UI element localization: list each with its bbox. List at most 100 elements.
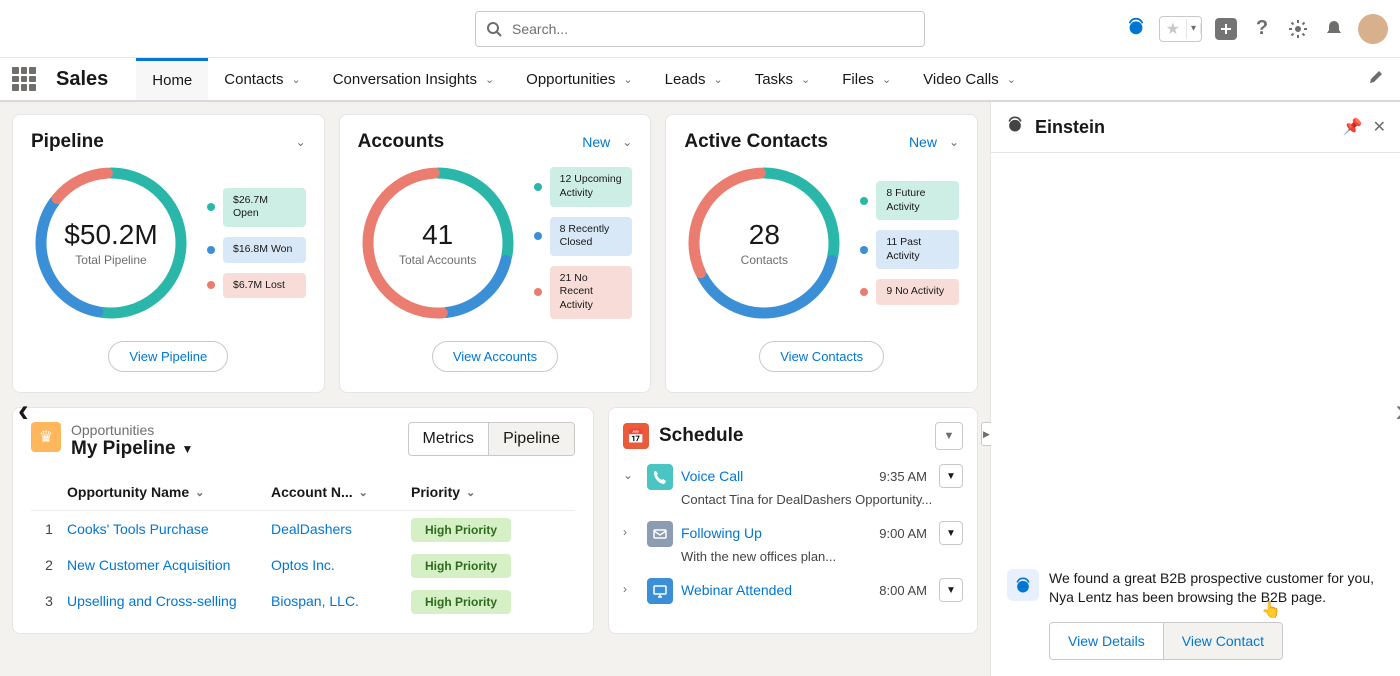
tab-home[interactable]: Home: [136, 58, 208, 100]
chevron-down-icon[interactable]: ⌄: [296, 135, 306, 149]
opp-name-link[interactable]: New Customer Acquisition: [67, 557, 271, 573]
header-actions: ★▾ ?: [1125, 14, 1388, 44]
priority-badge: High Priority: [411, 590, 511, 614]
main-content: Pipeline⌄$50.2MTotal Pipeline$26.7M Open…: [0, 102, 990, 676]
edit-nav-icon[interactable]: [1364, 65, 1388, 94]
col-account[interactable]: Account N...: [271, 484, 353, 500]
accounts-card: Accounts New ⌄ 41Total Accounts 12 Upcoming …: [339, 114, 652, 393]
opportunities-panel: ♛ Opportunities My Pipeline▼ Metrics Pip…: [12, 407, 594, 634]
sched-item-link[interactable]: Following Up: [681, 525, 762, 541]
opportunities-icon: ♛: [31, 422, 61, 452]
nav-bar: Sales HomeContacts⌄Conversation Insights…: [0, 58, 1400, 102]
notifications-icon[interactable]: [1322, 17, 1346, 41]
toggle-pipeline[interactable]: Pipeline: [488, 422, 574, 456]
global-header: Search... ★▾ ?: [0, 0, 1400, 58]
panel-collapse-icon[interactable]: ▶: [981, 422, 991, 446]
contacts-view-button[interactable]: View Contacts: [759, 341, 884, 372]
opp-subtitle: Opportunities: [71, 422, 408, 438]
tab-conversation-insights[interactable]: Conversation Insights⌄: [317, 58, 510, 100]
accounts-title: Accounts: [358, 131, 445, 153]
pipeline-view-button[interactable]: View Pipeline: [108, 341, 228, 372]
accounts-view-button[interactable]: View Accounts: [432, 341, 558, 372]
account-link[interactable]: DealDashers: [271, 521, 411, 537]
sched-item-menu[interactable]: ▼: [939, 521, 963, 545]
sched-desc: Contact Tina for DealDashers Opportunity…: [681, 492, 963, 507]
sched-item-link[interactable]: Voice Call: [681, 468, 743, 484]
tab-contacts[interactable]: Contacts⌄: [208, 58, 316, 100]
contacts-legend-0: 8 Future Activity: [860, 181, 959, 220]
setup-icon[interactable]: [1286, 17, 1310, 41]
webinar-icon: [647, 578, 673, 604]
opp-row: 1Cooks' Tools PurchaseDealDashersHigh Pr…: [31, 511, 575, 547]
pipeline-donut: $50.2MTotal Pipeline: [31, 163, 191, 323]
col-priority[interactable]: Priority: [411, 484, 460, 500]
search-container: Search...: [475, 11, 925, 47]
cursor-icon: 👆: [1261, 600, 1281, 620]
close-icon[interactable]: ✕: [1373, 117, 1386, 137]
opp-row: 2New Customer AcquisitionOptos Inc.High …: [31, 547, 575, 583]
schedule-menu[interactable]: ▼: [935, 422, 963, 450]
expand-icon[interactable]: ›: [623, 521, 639, 539]
expand-icon[interactable]: ›: [623, 578, 639, 596]
carousel-next[interactable]: ›: [1395, 392, 1400, 429]
schedule-item: › Following Up 9:00 AM ▼ With the new office…: [623, 521, 963, 564]
accounts-donut: 41Total Accounts: [358, 163, 518, 323]
search-input[interactable]: Search...: [475, 11, 925, 47]
schedule-item: ›Webinar Attended8:00 AM▼: [623, 578, 963, 604]
opp-row: 3Upselling and Cross-sellingBiospan, LLC…: [31, 583, 575, 619]
pipeline-title: Pipeline: [31, 131, 104, 153]
pin-icon[interactable]: 📌: [1343, 117, 1363, 137]
einstein-title: Einstein: [1035, 117, 1333, 138]
sched-desc: With the new offices plan...: [681, 549, 963, 564]
sched-time: 9:00 AM: [879, 526, 927, 541]
contacts-legend-2: 9 No Activity: [860, 279, 959, 305]
sched-item-link[interactable]: Webinar Attended: [681, 582, 792, 598]
account-link[interactable]: Biospan, LLC.: [271, 593, 411, 609]
account-link[interactable]: Optos Inc.: [271, 557, 411, 573]
pipeline-legend-1: $16.8M Won: [207, 237, 306, 263]
pipeline-legend-2: $6.7M Lost: [207, 273, 306, 299]
opp-title[interactable]: My Pipeline▼: [71, 438, 408, 460]
contacts-new-link[interactable]: New: [909, 134, 937, 150]
pipeline-card: Pipeline⌄$50.2MTotal Pipeline$26.7M Open…: [12, 114, 325, 393]
view-details-button[interactable]: View Details: [1050, 623, 1163, 659]
sched-item-menu[interactable]: ▼: [939, 578, 963, 602]
chevron-down-icon[interactable]: ⌄: [622, 135, 632, 149]
tab-video-calls[interactable]: Video Calls⌄: [907, 58, 1032, 100]
einstein-panel: ▶ Einstein 📌 ✕ › We found a great B2B pr…: [990, 102, 1400, 676]
accounts-legend-1: 8 Recently Closed: [534, 217, 633, 256]
priority-badge: High Priority: [411, 554, 511, 578]
toggle-metrics[interactable]: Metrics: [409, 422, 489, 456]
favorites-menu[interactable]: ★▾: [1159, 16, 1202, 42]
accounts-legend-0: 12 Upcoming Activity: [534, 167, 633, 206]
tab-opportunities[interactable]: Opportunities⌄: [510, 58, 648, 100]
opp-name-link[interactable]: Upselling and Cross-selling: [67, 593, 271, 609]
phone-icon: [647, 464, 673, 490]
chevron-down-icon[interactable]: ⌄: [949, 135, 959, 149]
tab-files[interactable]: Files⌄: [826, 58, 907, 100]
search-icon: [486, 21, 502, 37]
contacts-title: Active Contacts: [684, 131, 828, 153]
sched-time: 9:35 AM: [879, 469, 927, 484]
einstein-message: We found a great B2B prospective custome…: [1049, 569, 1384, 608]
opp-name-link[interactable]: Cooks' Tools Purchase: [67, 521, 271, 537]
tab-tasks[interactable]: Tasks⌄: [739, 58, 827, 100]
mail-icon: [647, 521, 673, 547]
einstein-icon[interactable]: [1125, 15, 1147, 43]
sched-item-menu[interactable]: ▼: [939, 464, 963, 488]
schedule-title: Schedule: [659, 425, 743, 447]
user-avatar[interactable]: [1358, 14, 1388, 44]
nav-tabs: HomeContacts⌄Conversation Insights⌄Oppor…: [136, 58, 1032, 100]
col-opp-name[interactable]: Opportunity Name: [67, 484, 189, 500]
add-icon[interactable]: [1214, 17, 1238, 41]
app-launcher-icon[interactable]: [12, 67, 36, 91]
tab-leads[interactable]: Leads⌄: [649, 58, 739, 100]
accounts-new-link[interactable]: New: [582, 134, 610, 150]
schedule-panel: 📅 Schedule ▼ ⌄Voice Call9:35 AM▼Contact …: [608, 407, 978, 634]
view-contact-button[interactable]: View Contact: [1163, 623, 1282, 659]
carousel-prev[interactable]: ‹: [18, 392, 29, 429]
expand-icon[interactable]: ⌄: [623, 464, 639, 482]
schedule-item: ⌄ Voice Call 9:35 AM ▼ Contact Tina for Deal…: [623, 464, 963, 507]
contacts-legend-1: 11 Past Activity: [860, 230, 959, 269]
help-icon[interactable]: ?: [1250, 17, 1274, 41]
